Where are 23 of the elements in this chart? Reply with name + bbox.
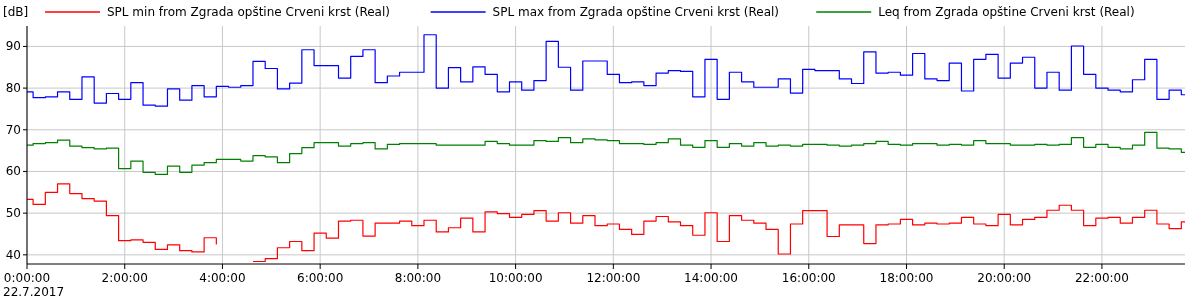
y-axis-title: [dB]	[3, 5, 29, 19]
x-tick-label: 0:00:00	[3, 271, 51, 285]
x-tick-label: 4:00:00	[199, 271, 246, 285]
y-tick-label: 70	[5, 122, 21, 137]
legend-label: SPL min from Zgrada opštine Crveni krst (Real)	[107, 5, 390, 19]
y-tick-label: 90	[5, 39, 21, 54]
y-tick-label: 80	[5, 81, 21, 96]
y-tick-label: 40	[5, 247, 21, 262]
x-tick-label: 12:00:00	[586, 271, 641, 285]
x-tick-label: 6:00:00	[297, 271, 344, 285]
text: 22.7.2017	[3, 285, 65, 299]
x-tick-label: 8:00:00	[394, 271, 442, 285]
x-tick-label: 14:00:00	[684, 271, 738, 285]
y-tick-label: 50	[5, 206, 21, 221]
x-tick-label: 20:00:00	[977, 271, 1032, 285]
x-tick-label: 16:00:00	[781, 271, 836, 285]
x-tick-label: 18:00:00	[879, 271, 934, 285]
legend-label: Leq from Zgrada opštine Crveni krst (Real)	[878, 5, 1135, 19]
y-tick-label: 60	[5, 164, 21, 179]
x-tick-label: 22:00:00	[1074, 271, 1129, 285]
x-tick-label: 2:00:00	[101, 271, 148, 285]
x-tick-label: 10:00:00	[488, 271, 543, 285]
legend-label: SPL max from Zgrada opštine Crveni krst (Real)	[492, 5, 780, 19]
